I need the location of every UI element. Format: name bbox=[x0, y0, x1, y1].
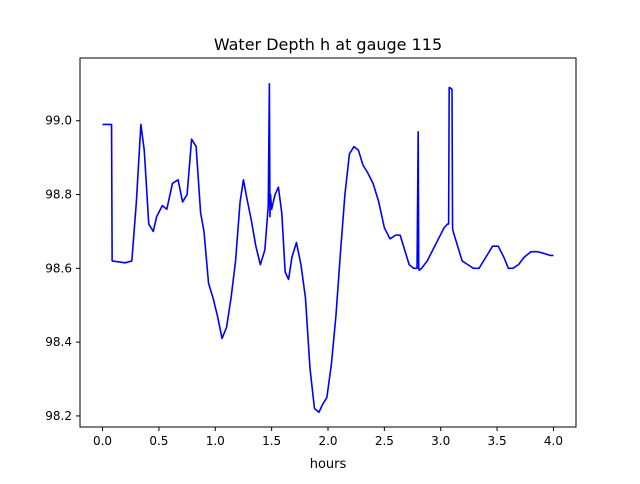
y-tick-label: 99.0 bbox=[45, 114, 72, 128]
y-axis-ticks: 98.2 98.4 98.6 98.8 99.0 bbox=[45, 114, 80, 423]
plot-area bbox=[80, 58, 576, 427]
y-tick-label: 98.4 bbox=[45, 335, 72, 349]
series-line-0 bbox=[102, 83, 554, 414]
chart-title: Water Depth h at gauge 115 bbox=[214, 35, 442, 54]
x-tick-label: 3.5 bbox=[488, 434, 507, 448]
x-tick-label: 0.5 bbox=[149, 434, 168, 448]
x-tick-label: 2.5 bbox=[375, 434, 394, 448]
y-tick-label: 98.6 bbox=[45, 261, 72, 275]
x-tick-label: 2.0 bbox=[318, 434, 337, 448]
x-tick-label: 0.0 bbox=[93, 434, 112, 448]
x-tick-label: 3.0 bbox=[431, 434, 450, 448]
x-tick-label: 1.0 bbox=[206, 434, 225, 448]
axes-frame bbox=[79, 57, 577, 428]
x-tick-label: 4.0 bbox=[544, 434, 563, 448]
x-axis-ticks: 0.0 0.5 1.0 1.5 2.0 2.5 3.0 3.5 4.0 bbox=[93, 427, 563, 448]
y-tick-label: 98.8 bbox=[45, 188, 72, 202]
y-tick-label: 98.2 bbox=[45, 409, 72, 423]
series-layer bbox=[102, 83, 554, 414]
x-tick-label: 1.5 bbox=[262, 434, 281, 448]
x-axis-label: hours bbox=[310, 457, 347, 472]
